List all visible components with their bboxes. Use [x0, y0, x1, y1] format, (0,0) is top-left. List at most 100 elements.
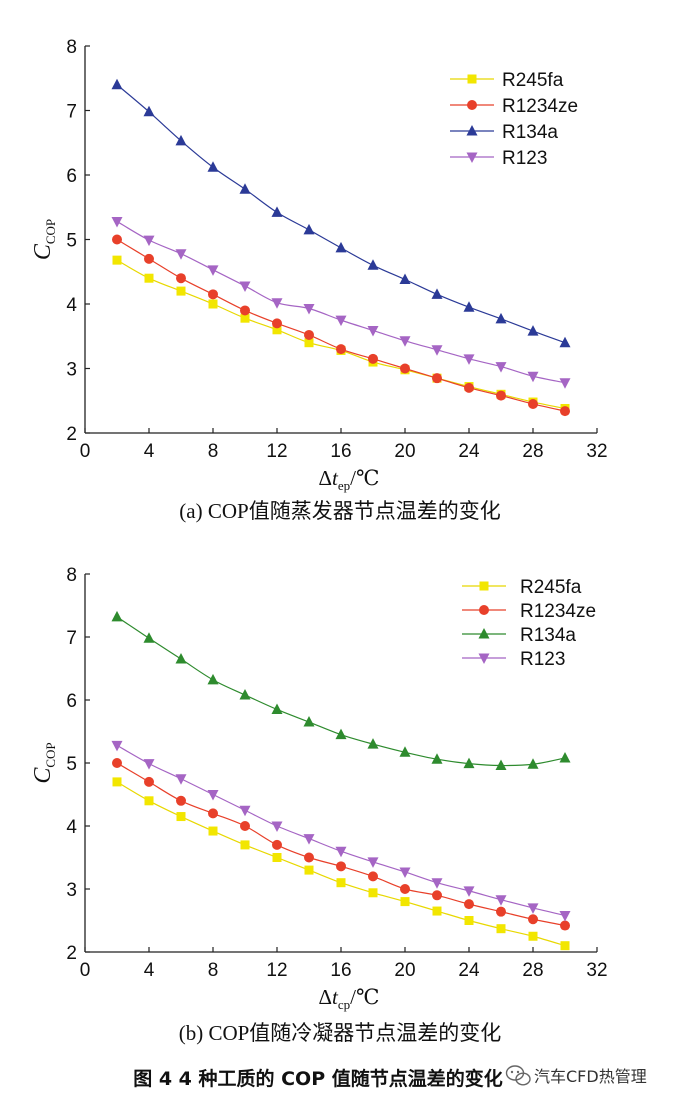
data-point — [240, 821, 250, 831]
data-point — [560, 920, 570, 931]
data-point — [208, 808, 218, 819]
x-tick-label: 20 — [394, 960, 415, 981]
data-point — [207, 790, 219, 801]
y-axis-label: CCOP — [30, 219, 58, 260]
data-point — [399, 273, 411, 284]
data-point — [208, 289, 218, 300]
series-line-r134a — [116, 616, 566, 767]
data-point — [143, 759, 155, 770]
legend-label: R123 — [502, 148, 547, 169]
data-point — [431, 345, 443, 356]
legend-entry-r1234ze: R1234ze — [462, 601, 596, 622]
y-tick-label: 4 — [66, 817, 77, 838]
data-point — [495, 362, 507, 373]
data-point — [495, 895, 507, 906]
data-point — [176, 795, 186, 806]
data-point — [559, 910, 571, 922]
data-point — [336, 344, 346, 355]
series-r134a — [111, 610, 571, 771]
data-point — [527, 903, 539, 914]
data-point — [432, 890, 442, 901]
data-point — [336, 861, 346, 872]
data-point — [400, 363, 410, 374]
data-point — [463, 354, 475, 365]
legend-label: R1234ze — [520, 601, 596, 622]
chart-panel-a: 0 4 8 12 16 20 24 28 32 2 3 4 5 6 7 8 CCOP Δtep/℃ R245fa R1… — [30, 37, 608, 493]
legend-entry-r134a: R134a — [462, 625, 576, 646]
data-point — [111, 610, 123, 622]
data-point — [272, 839, 282, 850]
x-tick-label: 12 — [266, 441, 287, 462]
series-line-r123 — [116, 744, 566, 917]
x-tick-label: 28 — [522, 960, 543, 981]
legend-marker — [479, 581, 489, 591]
data-point — [143, 105, 155, 117]
data-point — [464, 899, 474, 910]
y-tick-label: 8 — [66, 565, 77, 586]
data-point — [272, 853, 282, 862]
y-tick-label: 5 — [66, 231, 77, 252]
data-point — [559, 378, 571, 389]
data-point — [367, 857, 379, 868]
data-point — [464, 382, 474, 393]
y-tick-label: 6 — [66, 166, 77, 187]
y-tick-label: 4 — [66, 295, 77, 316]
sub-caption-b: (b) COP值随冷凝器节点温差的变化 — [179, 1021, 502, 1045]
data-point — [335, 241, 347, 253]
y-tick-label: 2 — [66, 943, 77, 964]
data-point — [399, 336, 411, 347]
series-r123 — [111, 740, 571, 922]
data-point — [368, 353, 378, 364]
data-point — [335, 846, 347, 858]
y-tick-label: 3 — [66, 880, 77, 901]
legend-entry-r1234ze: R1234ze — [450, 96, 578, 117]
data-point — [367, 738, 379, 749]
data-point — [431, 753, 443, 764]
data-point — [144, 776, 154, 787]
data-point — [528, 914, 538, 925]
data-point — [111, 78, 123, 90]
data-point — [175, 249, 187, 260]
data-point — [432, 906, 442, 916]
wechat-icon — [505, 1065, 531, 1086]
x-tick-label: 4 — [144, 960, 155, 981]
data-point — [304, 852, 314, 863]
data-point — [144, 253, 154, 264]
x-tick-label: 28 — [522, 441, 543, 462]
data-point — [304, 865, 314, 875]
data-point — [271, 298, 283, 309]
x-tick-label: 0 — [80, 960, 91, 981]
y-tick-label: 7 — [66, 102, 77, 123]
data-point — [560, 406, 570, 417]
x-tick-label: 24 — [458, 441, 480, 462]
data-point — [303, 834, 315, 845]
data-point — [527, 371, 539, 383]
y-tick-label: 2 — [66, 424, 77, 445]
watermark: 汽车CFD热管理 — [505, 1065, 647, 1086]
data-point — [240, 313, 250, 323]
data-point — [399, 746, 411, 757]
series-r1234ze — [112, 758, 570, 931]
data-point — [368, 871, 378, 882]
data-point — [495, 312, 507, 324]
series-line-r134a — [116, 84, 566, 344]
data-point — [399, 867, 411, 878]
data-point — [175, 774, 187, 785]
data-point — [271, 206, 283, 217]
data-point — [368, 888, 378, 898]
data-point — [495, 759, 507, 771]
data-point — [144, 273, 154, 283]
data-point — [496, 906, 506, 917]
data-point — [112, 255, 122, 265]
data-point — [560, 941, 570, 951]
data-point — [175, 653, 187, 664]
series-r134a — [111, 78, 571, 348]
data-point — [207, 265, 219, 276]
x-tick-label: 32 — [586, 960, 607, 981]
data-point — [303, 716, 315, 727]
legend-label: R134a — [502, 122, 558, 143]
data-point — [400, 884, 410, 894]
data-point — [335, 728, 347, 740]
x-tick-label: 16 — [330, 960, 351, 981]
